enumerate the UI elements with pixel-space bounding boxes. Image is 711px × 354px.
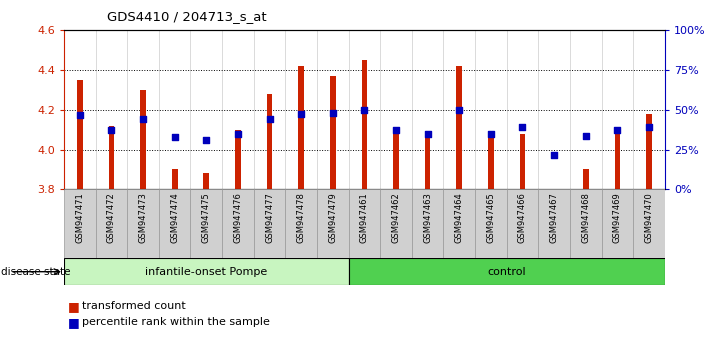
Text: GSM947469: GSM947469 xyxy=(613,192,622,243)
Text: GSM947462: GSM947462 xyxy=(392,192,400,243)
Point xyxy=(485,131,496,136)
Point xyxy=(611,127,623,132)
Point xyxy=(454,107,465,113)
Text: ■: ■ xyxy=(68,300,80,313)
Point xyxy=(264,116,275,121)
Bar xyxy=(222,189,254,258)
Text: GSM947464: GSM947464 xyxy=(455,192,464,243)
Bar xyxy=(424,136,430,189)
Bar xyxy=(614,130,620,189)
Text: GSM947468: GSM947468 xyxy=(581,192,590,243)
Bar xyxy=(393,130,399,189)
Bar xyxy=(95,189,127,258)
Text: GSM947467: GSM947467 xyxy=(550,192,559,243)
Bar xyxy=(444,189,475,258)
Text: control: control xyxy=(487,267,526,277)
Bar xyxy=(456,66,462,189)
Bar xyxy=(109,126,114,189)
Bar xyxy=(538,189,570,258)
Point xyxy=(327,110,338,115)
Text: GSM947474: GSM947474 xyxy=(170,192,179,243)
Text: ■: ■ xyxy=(68,316,80,329)
Bar xyxy=(64,189,95,258)
Point xyxy=(201,137,212,142)
Text: GSM947470: GSM947470 xyxy=(644,192,653,243)
Text: GSM947471: GSM947471 xyxy=(75,192,85,243)
Point xyxy=(106,127,117,132)
Text: GSM947478: GSM947478 xyxy=(296,192,306,243)
Text: GDS4410 / 204713_s_at: GDS4410 / 204713_s_at xyxy=(107,10,267,23)
Text: GSM947472: GSM947472 xyxy=(107,192,116,243)
Point xyxy=(359,107,370,113)
Bar xyxy=(330,76,336,189)
Point xyxy=(74,112,85,118)
Bar xyxy=(646,114,652,189)
Bar xyxy=(507,189,538,258)
Text: infantile-onset Pompe: infantile-onset Pompe xyxy=(145,267,267,277)
Text: GSM947473: GSM947473 xyxy=(139,192,148,243)
Point xyxy=(390,127,402,132)
Bar xyxy=(235,130,241,189)
Text: transformed count: transformed count xyxy=(82,301,186,311)
Point xyxy=(296,111,307,116)
Bar xyxy=(488,136,493,189)
Bar xyxy=(634,189,665,258)
Point xyxy=(643,124,655,130)
Bar xyxy=(191,189,222,258)
Bar xyxy=(348,189,380,258)
Bar xyxy=(475,189,507,258)
Bar xyxy=(127,189,159,258)
Text: GSM947477: GSM947477 xyxy=(265,192,274,243)
Text: GSM947466: GSM947466 xyxy=(518,192,527,243)
Bar xyxy=(203,173,209,189)
Text: GSM947463: GSM947463 xyxy=(423,192,432,243)
Text: percentile rank within the sample: percentile rank within the sample xyxy=(82,317,269,327)
Bar xyxy=(361,60,368,189)
Bar xyxy=(267,94,272,189)
Bar xyxy=(583,170,589,189)
Point xyxy=(548,152,560,158)
Point xyxy=(580,133,592,138)
Point xyxy=(422,131,433,136)
Text: disease state: disease state xyxy=(1,267,70,277)
Bar xyxy=(348,258,665,285)
Bar xyxy=(64,258,348,285)
Point xyxy=(517,124,528,130)
Bar xyxy=(412,189,444,258)
Text: GSM947461: GSM947461 xyxy=(360,192,369,243)
Point xyxy=(137,116,149,121)
Bar xyxy=(299,66,304,189)
Bar xyxy=(602,189,634,258)
Bar xyxy=(254,189,285,258)
Point xyxy=(169,134,181,139)
Text: GSM947475: GSM947475 xyxy=(202,192,210,243)
Bar xyxy=(159,189,191,258)
Bar xyxy=(172,170,178,189)
Text: GSM947465: GSM947465 xyxy=(486,192,496,243)
Bar xyxy=(520,133,525,189)
Bar xyxy=(380,189,412,258)
Point xyxy=(232,131,244,136)
Bar xyxy=(77,80,82,189)
Bar xyxy=(285,189,317,258)
Bar xyxy=(570,189,602,258)
Text: GSM947476: GSM947476 xyxy=(233,192,242,243)
Bar xyxy=(140,90,146,189)
Text: GSM947479: GSM947479 xyxy=(328,192,337,243)
Bar xyxy=(317,189,348,258)
